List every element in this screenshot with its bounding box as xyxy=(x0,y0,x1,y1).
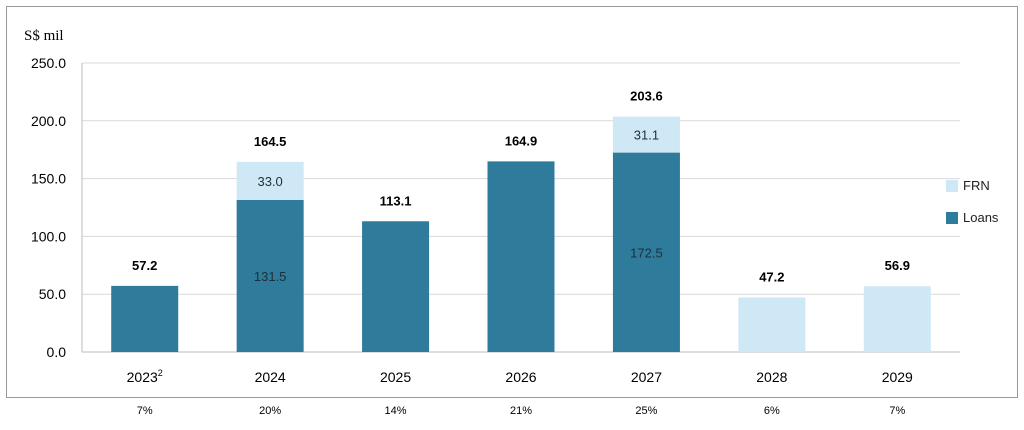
x-tick-label-2027: 2027 xyxy=(631,369,662,385)
total-label-2029: 56.9 xyxy=(885,258,910,273)
x-tick-label-2024: 2024 xyxy=(255,369,286,385)
legend-label-loans: Loans xyxy=(963,210,999,225)
legend-item-frn: FRN xyxy=(946,178,990,193)
percentage-label-2026: 21% xyxy=(509,405,533,417)
y-tick-label-1: 50.0 xyxy=(39,286,66,302)
segment-label-frn-2024: 33.0 xyxy=(257,174,282,189)
bar-loans-2027 xyxy=(612,152,680,352)
x-tick-label-2026: 2026 xyxy=(505,369,536,385)
chart-frame xyxy=(6,6,1018,398)
percentage-label-2028: 6% xyxy=(763,405,780,417)
legend-swatch-loans xyxy=(946,211,958,224)
total-label-2025: 113.1 xyxy=(380,193,412,208)
legend-item-loans: Loans xyxy=(946,210,998,225)
total-label-2024: 164.5 xyxy=(254,134,287,149)
y-tick-label-2: 100.0 xyxy=(31,228,66,244)
y-tick-label-4: 200.0 xyxy=(31,113,66,129)
total-label-2028: 47.2 xyxy=(759,269,784,284)
y-tick-label-3: 150.0 xyxy=(31,171,66,187)
bar-frn-2024 xyxy=(236,161,304,200)
percentage-label-2024: 20% xyxy=(259,405,282,417)
bar-frn-2028 xyxy=(738,297,806,352)
y-tick-label-5: 250.0 xyxy=(31,55,66,71)
bar-loans-2025 xyxy=(362,221,430,352)
percentage-label-2025: 14% xyxy=(384,405,407,417)
total-label-2027: 203.6 xyxy=(630,89,663,104)
x-tick-label-2028: 2028 xyxy=(756,369,787,385)
segment-label-frn-2027: 31.1 xyxy=(634,128,659,143)
total-label-2026: 164.9 xyxy=(505,133,538,148)
bar-loans-2026 xyxy=(487,161,555,352)
percentage-label-2027: 25% xyxy=(635,405,658,417)
bar-frn-2029 xyxy=(863,286,931,352)
segment-label-loans-2024: 131.5 xyxy=(254,269,287,284)
y-axis-label: S$ mil xyxy=(24,28,64,44)
bar-loans-2024 xyxy=(236,199,304,352)
legend-label-frn: FRN xyxy=(963,178,990,193)
bar-frn-2027 xyxy=(612,116,680,153)
bar-loans-2023 xyxy=(111,285,179,352)
segment-label-loans-2027: 172.5 xyxy=(630,245,663,260)
total-label-2023: 57.2 xyxy=(132,258,157,273)
legend-swatch-frn xyxy=(946,179,958,192)
percentage-label-2023: 7% xyxy=(136,405,153,417)
x-tick-label-2023: 20232 xyxy=(127,368,163,385)
x-tick-label-2029: 2029 xyxy=(882,369,913,385)
x-tick-label-2025: 2025 xyxy=(380,369,411,385)
percentage-label-2029: 7% xyxy=(889,405,906,417)
y-tick-label-0: 0.0 xyxy=(47,344,67,360)
